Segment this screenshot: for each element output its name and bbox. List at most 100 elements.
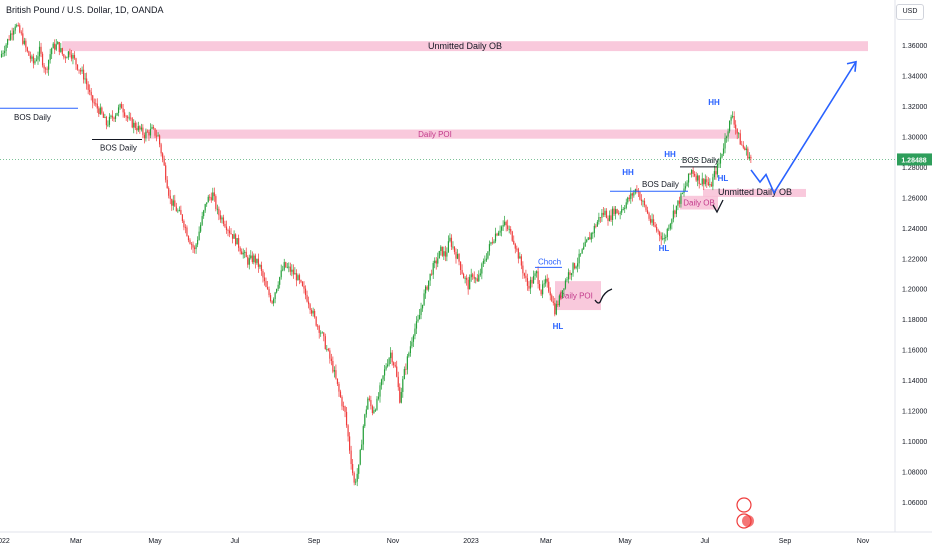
candle-body xyxy=(390,352,392,359)
candle-body xyxy=(578,253,580,264)
candle-body xyxy=(317,325,319,327)
zone-label: Unmitted Daily OB xyxy=(428,41,502,51)
candle-body xyxy=(681,192,684,194)
candle-body xyxy=(414,328,416,336)
candle-body xyxy=(11,33,13,35)
candle-body xyxy=(336,378,339,384)
candle-body xyxy=(244,251,246,253)
event-icon[interactable] xyxy=(736,497,752,513)
currency-button[interactable]: USD xyxy=(896,4,924,20)
candle-body xyxy=(605,210,608,219)
candle-body xyxy=(570,273,573,276)
candle-body xyxy=(209,196,211,198)
candle-body xyxy=(405,369,407,370)
candle-body xyxy=(55,44,57,50)
candle-body xyxy=(683,188,685,193)
candle-body xyxy=(458,254,460,262)
projection-path xyxy=(750,61,857,195)
candle-body xyxy=(535,271,538,274)
candle-body xyxy=(695,175,697,181)
candle-body xyxy=(540,289,542,295)
candle-body xyxy=(508,229,510,230)
candle-body xyxy=(692,170,694,174)
candle-body xyxy=(438,251,440,259)
candle-body xyxy=(470,274,472,278)
candle-body xyxy=(165,165,167,180)
candle-body xyxy=(136,128,138,131)
candle-body xyxy=(265,281,267,288)
candle-body xyxy=(341,397,343,407)
candle-body xyxy=(429,273,431,281)
candle-body xyxy=(69,51,71,55)
arrow-head xyxy=(846,60,857,72)
candle-body xyxy=(719,157,722,164)
candle-body xyxy=(700,184,702,185)
candle-body xyxy=(691,170,693,174)
candle-body xyxy=(580,253,582,255)
candle-body xyxy=(604,210,606,215)
candle-body xyxy=(610,215,612,220)
candle-body xyxy=(549,291,551,296)
candle-body xyxy=(66,57,68,59)
candle-body xyxy=(339,391,342,398)
x-tick-label: Mar xyxy=(70,538,83,545)
check-mark xyxy=(594,288,613,304)
candle-body xyxy=(239,247,241,252)
candle-body xyxy=(552,301,554,303)
candle-body xyxy=(26,47,28,52)
candle-body xyxy=(444,251,446,257)
candle-body xyxy=(624,207,626,209)
candle-body xyxy=(587,237,589,240)
candle-body xyxy=(192,244,194,248)
candle-body xyxy=(169,195,171,199)
candle-body xyxy=(48,60,50,70)
candle-body xyxy=(361,444,363,450)
candle-body xyxy=(467,279,469,290)
candle-body xyxy=(418,315,421,320)
candle-body xyxy=(172,200,174,206)
candle-body xyxy=(589,237,591,240)
event-icon[interactable] xyxy=(742,515,754,527)
candle-body xyxy=(38,46,41,57)
candle-body xyxy=(428,280,430,290)
candle-body xyxy=(472,274,474,277)
candle-body xyxy=(137,126,139,131)
candle-body xyxy=(654,224,656,227)
candle-body xyxy=(213,192,215,197)
candle-body xyxy=(335,370,337,379)
candle-body xyxy=(190,243,193,245)
candle-body xyxy=(245,251,247,258)
candle-body xyxy=(233,234,235,239)
candle-body xyxy=(627,197,629,203)
y-tick-label: 1.16000 xyxy=(902,348,927,355)
candle-body xyxy=(537,271,539,285)
candle-body xyxy=(464,277,466,279)
candle-body xyxy=(247,257,249,265)
candle-body xyxy=(569,272,571,276)
candle-body xyxy=(371,406,373,414)
candle-body xyxy=(131,118,133,128)
candle-body xyxy=(713,171,715,178)
candle-body xyxy=(271,301,273,304)
candle-body xyxy=(694,173,696,176)
candle-body xyxy=(511,231,513,241)
candle-body xyxy=(181,214,183,221)
candle-body xyxy=(315,316,317,326)
candle-body xyxy=(186,227,188,237)
zone-label: Daily OB xyxy=(683,199,715,208)
candle-body xyxy=(227,230,229,231)
candle-body xyxy=(90,91,92,96)
candle-body xyxy=(279,277,281,285)
candle-body xyxy=(207,196,209,203)
candle-body xyxy=(75,58,77,65)
candle-body xyxy=(231,234,234,239)
candle-body xyxy=(441,246,443,256)
candle-body xyxy=(364,414,366,427)
candle-body xyxy=(318,326,320,333)
candle-body xyxy=(72,55,74,59)
candle-body xyxy=(7,39,9,45)
candle-body xyxy=(619,212,621,214)
candle-body xyxy=(748,156,750,159)
